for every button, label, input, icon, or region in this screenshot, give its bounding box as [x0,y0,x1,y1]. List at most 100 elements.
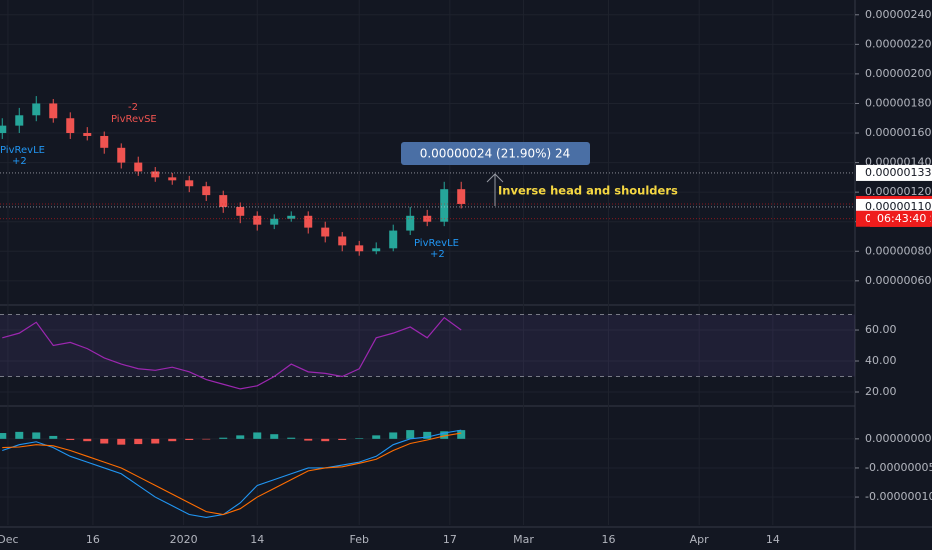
histogram-bar [66,438,75,441]
histogram-bar [406,430,415,439]
x-tick-label: 16 [86,533,100,546]
y-tick-label: 0.00000220 [865,37,931,50]
signal-label: PivRevLE [0,145,45,156]
histogram-bar [355,438,364,439]
candle-body [304,215,313,228]
candle-body [117,147,126,163]
signal-label: +2 [430,249,445,260]
candle-body [202,186,211,196]
x-tick-label: Mar [513,533,534,546]
candle-body [0,125,7,134]
rsi-line [2,316,462,390]
macd-line [2,432,462,516]
histogram-bar [253,432,262,439]
y-tick-label: 0.00000060 [865,274,931,287]
x-tick-label: 17 [443,533,457,546]
signal-label: +2 [12,156,27,167]
candle-body [338,236,347,246]
x-tick-label: Dec [0,533,19,546]
histogram-bar [151,438,160,444]
y-tick-label: -0.00000005 [865,461,932,474]
y-tick-label: 0.00000180 [865,96,931,109]
y-tick-label: 0.00000200 [865,67,931,80]
histogram-bar [270,434,279,439]
candle-body [219,195,228,207]
price-tag-label: 0.00000133 [865,166,931,179]
histogram-bar [321,438,330,442]
histogram-bar [440,431,449,439]
candle-body [355,245,364,252]
histogram-bar [15,431,24,439]
y-tick-label: 0.00000000 [865,432,931,445]
rsi-band [0,314,855,377]
price-tag [856,164,932,181]
x-tick-label: 16 [602,533,616,546]
candle-body [406,215,415,231]
y-tick-label: -0.00000010 [865,490,932,503]
countdown: 06:43:40 [877,212,926,225]
histogram-bar [134,438,143,445]
y-tick-label: 60.00 [865,323,897,336]
histogram-bar [219,437,228,439]
pattern-label: Inverse head and shoulders [498,184,678,198]
histogram-bar [117,438,126,445]
candle-body [100,135,109,148]
price-tag-label: 0.00000110 [865,200,931,213]
x-tick-label: Feb [349,533,368,546]
candle-body [372,248,381,252]
histogram-bar [0,433,7,439]
measure-arrowhead [486,173,504,183]
y-tick-label: 40.00 [865,354,897,367]
histogram-bar [338,438,347,441]
candle-body [423,215,432,222]
histogram-bar [202,438,211,440]
histogram-bar [100,438,109,444]
y-tick-label: 0.00000240 [865,8,931,21]
candle-body [440,189,449,222]
candle-body [457,189,466,204]
histogram-bar [304,438,313,441]
x-tick-label: 2020 [170,533,198,546]
histogram-bar [168,438,177,442]
histogram-bar [49,435,58,439]
candle-body [185,180,194,187]
y-tick-label: 0.00000120 [865,185,931,198]
candle-body [83,133,92,136]
countdown-tag [870,210,930,227]
y-tick-label: 0.00000080 [865,244,931,257]
y-tick-label: 20.00 [865,385,897,398]
histogram-bar [389,432,398,439]
histogram-bar [83,438,92,442]
histogram-bar [287,437,296,439]
candle-body [287,215,296,219]
measure-box [401,142,590,165]
candle-body [134,162,143,172]
candle-body [32,103,41,116]
signal-label: PivRevSE [111,114,157,125]
signal-label: PivRevLE [414,238,459,249]
candle-body [49,103,58,119]
histogram-bar [423,431,432,439]
candle-body [253,215,262,225]
x-tick-label: 14 [766,533,780,546]
histogram-bar [236,435,245,439]
candle-body [151,171,160,178]
candle-body [15,115,24,126]
candle-body [389,230,398,249]
histogram-bar [372,435,381,439]
x-tick-label: 14 [250,533,264,546]
measure-label: 0.00000024 (21.90%) 24 [420,147,571,161]
candle-body [168,177,177,181]
candle-body [66,118,75,134]
histogram-bar [185,438,194,441]
candle-body [321,227,330,237]
candle-body [270,218,279,225]
y-tick-label: 0.00000160 [865,126,931,139]
x-tick-label: Apr [690,533,710,546]
candle-body [236,206,245,216]
signal-label: -2 [128,102,138,113]
macd-line [2,429,462,518]
histogram-bar [457,430,466,439]
